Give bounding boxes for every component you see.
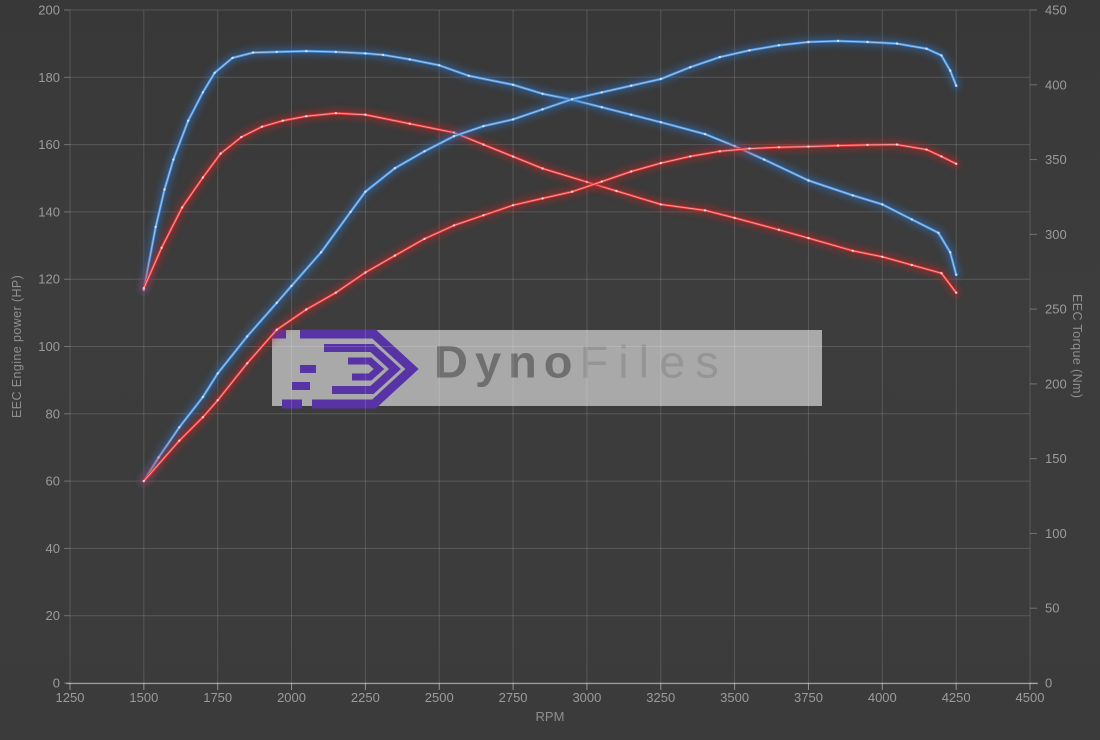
svg-text:3000: 3000 [572,690,601,705]
svg-text:150: 150 [1045,451,1067,466]
svg-text:40: 40 [46,541,60,556]
svg-text:100: 100 [1045,526,1067,541]
curve-torque-blue [139,46,961,295]
svg-text:80: 80 [46,406,60,421]
svg-text:1750: 1750 [203,690,232,705]
svg-text:1500: 1500 [129,690,158,705]
svg-text:300: 300 [1045,227,1067,242]
svg-text:120: 120 [38,272,60,287]
svg-text:100: 100 [38,339,60,354]
left-axis-title: EEC Engine power (HP) [10,274,24,419]
svg-text:0: 0 [53,676,60,691]
svg-text:4250: 4250 [942,690,971,705]
watermark-text: DynoFiles [434,326,729,410]
svg-text:160: 160 [38,137,60,152]
svg-text:60: 60 [46,474,60,489]
svg-text:4000: 4000 [868,690,897,705]
svg-text:350: 350 [1045,152,1067,167]
curve-torque-red [139,108,961,298]
dynofiles-watermark: DynoFiles [272,329,822,409]
svg-text:3250: 3250 [646,690,675,705]
svg-text:400: 400 [1045,77,1067,92]
svg-text:2250: 2250 [351,690,380,705]
watermark-text-dyno: Dyno [434,336,580,388]
svg-text:450: 450 [1045,3,1067,18]
svg-text:4500: 4500 [1016,690,1045,705]
svg-text:2000: 2000 [277,690,306,705]
svg-text:0: 0 [1045,676,1052,691]
svg-text:140: 140 [38,204,60,219]
svg-text:180: 180 [38,70,60,85]
dynofiles-logo-icon [272,329,419,409]
curve-power-blue [139,36,961,486]
svg-text:2750: 2750 [499,690,528,705]
curve-power-red [139,140,961,486]
svg-text:250: 250 [1045,302,1067,317]
svg-text:200: 200 [1045,376,1067,391]
right-axis-title: EEC Torque (Nm) [1070,294,1084,399]
svg-text:3750: 3750 [794,690,823,705]
svg-text:2500: 2500 [425,690,454,705]
curves [139,36,961,486]
svg-text:20: 20 [46,608,60,623]
svg-text:50: 50 [1045,601,1059,616]
svg-text:1250: 1250 [56,690,85,705]
watermark-text-files: Files [579,336,729,388]
svg-text:3500: 3500 [720,690,749,705]
svg-text:200: 200 [38,3,60,18]
x-axis-title: RPM [535,709,565,724]
